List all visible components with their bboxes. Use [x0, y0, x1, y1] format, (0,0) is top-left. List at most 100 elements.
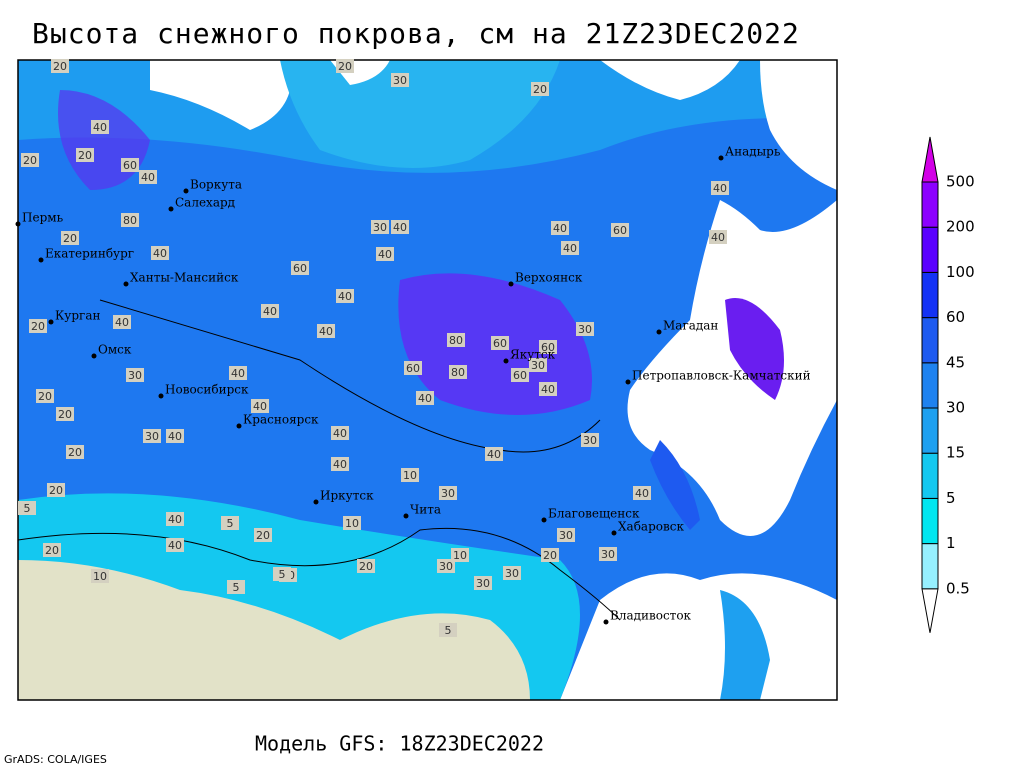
contour-label: 30 [145, 430, 159, 443]
city-name: Магадан [663, 319, 718, 333]
snow-free-land [18, 560, 530, 700]
colorbar-box [921, 497, 939, 545]
contour-label-box [66, 445, 84, 459]
contour-label: 40 [93, 121, 107, 134]
contour-label-box [437, 559, 455, 573]
contour-label: 40 [713, 182, 727, 195]
contour-label-box [229, 366, 247, 380]
city-dot [15, 221, 21, 227]
city-dot [508, 281, 514, 287]
colorbar-label: 100 [946, 263, 975, 281]
city-dot [158, 393, 164, 399]
contour-label-box [18, 501, 36, 515]
contour-label-box [113, 315, 131, 329]
colorbar-box [921, 271, 939, 319]
contour-label: 40 [168, 539, 182, 552]
okhotsk-sea [627, 200, 837, 536]
contour-label: 40 [333, 427, 347, 440]
city-dot [183, 188, 189, 194]
contour-label-box [91, 120, 109, 134]
city-name: Омск [98, 343, 132, 357]
contour-label-box [36, 389, 54, 403]
contour-label-box [331, 457, 349, 471]
contour-label: 30 [583, 434, 597, 447]
contour-label: 30 [601, 548, 615, 561]
city-dot [603, 619, 609, 625]
contour-label: 20 [45, 544, 59, 557]
contour-label-box [336, 59, 354, 73]
contour-label-box [357, 559, 375, 573]
colorbar-box [921, 362, 939, 409]
contour-label: 40 [231, 367, 245, 380]
contour-label-box [273, 567, 291, 581]
colorbar-label: 1 [946, 534, 956, 552]
contour-label-box [227, 580, 245, 594]
contour-label: 60 [123, 159, 137, 172]
contour-label-box [539, 340, 557, 354]
contour-label-box [121, 158, 139, 172]
contour-label: 40 [711, 231, 725, 244]
kara-sea [280, 60, 560, 168]
contour-label: 30 [559, 529, 573, 542]
contour-label: 20 [31, 320, 45, 333]
contour-label-box [541, 548, 559, 562]
contour-label: 10 [453, 549, 467, 562]
contour-label-box [439, 623, 457, 637]
colorbar-box [921, 317, 939, 364]
contour-label-box [151, 246, 169, 260]
contour-label-box [576, 322, 594, 336]
city-name: Верхоянск [515, 271, 583, 285]
city-dot [503, 358, 509, 364]
contour-label: 30 [393, 74, 407, 87]
contour-label-box [139, 170, 157, 184]
contour-label: 30 [531, 359, 545, 372]
contour-label: 5 [24, 502, 31, 515]
contour-label-box [291, 261, 309, 275]
contour-label-box [76, 148, 94, 162]
contour-label-box [551, 221, 569, 235]
contour-label-box [371, 220, 389, 234]
colorbar-triangle [921, 588, 939, 633]
contour-label: 20 [68, 446, 82, 459]
contour-label-box [709, 230, 727, 244]
contour-label: 30 [505, 567, 519, 580]
contour-label: 20 [338, 60, 352, 73]
contour-label: 5 [445, 624, 452, 637]
city-dot [403, 513, 409, 519]
colorbar-label: 30 [946, 399, 965, 417]
contour-label: 40 [541, 383, 555, 396]
city-dot [48, 319, 54, 325]
contour-label-box [581, 433, 599, 447]
contour-label-box [143, 429, 161, 443]
colorbar-label: 60 [946, 308, 965, 326]
contour-label-box [599, 547, 617, 561]
city-name: Владивосток [610, 609, 692, 623]
border-line [17, 527, 621, 621]
contour-label: 20 [58, 408, 72, 421]
contour-label: 40 [338, 290, 352, 303]
city-dot [123, 281, 129, 287]
city-name: Чита [410, 503, 441, 517]
colorbar-box [921, 181, 939, 228]
city-dot [38, 257, 44, 263]
barents-sea [150, 60, 292, 130]
contour-label-box [485, 447, 503, 461]
contour-label: 60 [293, 262, 307, 275]
city-name: Салехард [175, 196, 235, 210]
kamchatka [725, 298, 784, 400]
city-dot [168, 206, 174, 212]
contour-label: 5 [233, 581, 240, 594]
contour-label: 60 [613, 224, 627, 237]
contour-label: 30 [441, 487, 455, 500]
contour-label: 60 [541, 341, 555, 354]
contour-label-box [21, 153, 39, 167]
contour-label: 20 [63, 232, 77, 245]
city-name: Пермь [22, 211, 64, 225]
city-dot [718, 155, 724, 161]
city-name: Иркутск [320, 489, 374, 503]
city-name: Благовещенск [548, 507, 640, 521]
contour-label-box [416, 391, 434, 405]
